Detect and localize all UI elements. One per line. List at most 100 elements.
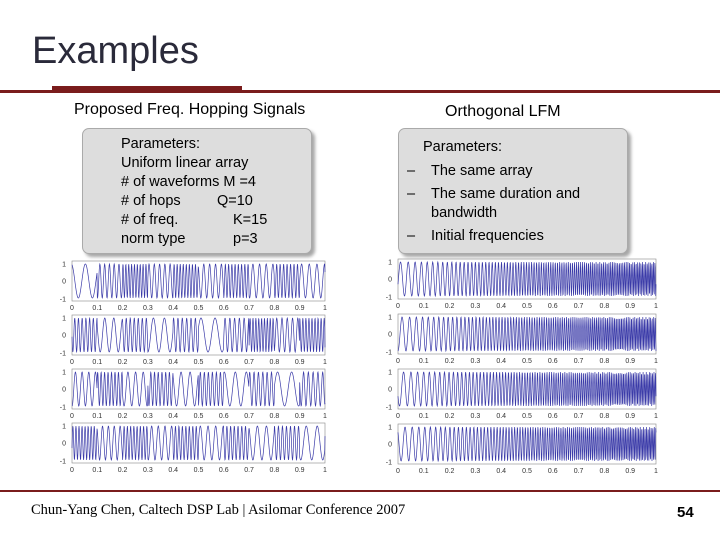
bullet-text: Initial frequencies (431, 228, 544, 244)
x-tick-label: 0.5 (522, 468, 532, 475)
x-tick-label: 0.3 (471, 358, 481, 365)
x-tick-label: 0.4 (496, 468, 506, 475)
x-tick-label: 0.3 (143, 413, 153, 420)
x-tick-label: 1 (323, 305, 327, 312)
y-tick-label: -1 (386, 295, 392, 302)
waveform-trace (71, 262, 326, 300)
x-tick-label: 0.1 (419, 303, 429, 310)
y-tick-label: 1 (388, 315, 392, 322)
x-tick-label: 0 (396, 303, 400, 310)
x-tick-label: 0.8 (600, 303, 610, 310)
x-tick-label: 0.4 (168, 359, 178, 366)
param-name: norm type (121, 231, 186, 247)
x-tick-label: 0.5 (522, 358, 532, 365)
subplot-frame (71, 260, 326, 302)
x-tick-label: 0.9 (625, 468, 635, 475)
x-tick-label: 0 (396, 358, 400, 365)
waveform-trace (71, 316, 326, 354)
x-tick-label: 0.9 (625, 358, 635, 365)
bullet-dash: – (407, 186, 416, 202)
right-parameters-box: Parameters: – The same array – The same … (398, 128, 628, 254)
x-tick-label: 0.5 (522, 303, 532, 310)
subplot-frame (71, 368, 326, 410)
waveform-trace (397, 260, 657, 298)
x-tick-label: 0.9 (295, 467, 305, 473)
y-tick-label: 1 (388, 425, 392, 432)
y-tick-label: 1 (62, 370, 66, 377)
y-tick-label: 1 (62, 424, 66, 431)
y-tick-label: -1 (60, 459, 66, 466)
waveform-trace (397, 315, 657, 353)
y-tick-label: -1 (60, 351, 66, 358)
y-tick-label: 0 (62, 441, 66, 448)
page-number: 54 (677, 504, 694, 521)
x-tick-label: 0.4 (496, 413, 506, 420)
param-value: Q=10 (217, 193, 253, 209)
x-tick-label: 0.7 (244, 467, 254, 473)
x-tick-label: 0.5 (194, 359, 204, 366)
x-tick-label: 0.8 (600, 468, 610, 475)
x-tick-label: 0 (70, 359, 74, 366)
left-parameters-label: Parameters: (121, 136, 200, 152)
param-value: K=15 (233, 212, 268, 228)
y-tick-label: -1 (386, 350, 392, 357)
x-tick-label: 0.6 (548, 303, 558, 310)
waveform-subplot: 1 0 -1 0 0.1 0.2 0.3 0.4 0.5 0.6 0.7 0.8 0.9 1 (60, 422, 327, 473)
y-tick-label: -1 (386, 405, 392, 412)
x-tick-label: 0.7 (574, 468, 584, 475)
hopping-signal-plots: 1 0 -1 0 0.1 0.2 0.3 0.4 0.5 0.6 0.7 0.8 0.9 1 1 0 -1 0 0.… (58, 255, 333, 473)
right-parameters-label: Parameters: (423, 139, 502, 155)
x-tick-label: 0.1 (92, 467, 102, 473)
waveform-trace (71, 424, 326, 462)
x-tick-label: 0.3 (471, 303, 481, 310)
x-tick-label: 0.1 (92, 305, 102, 312)
x-tick-label: 1 (654, 358, 658, 365)
x-tick-label: 0.1 (92, 359, 102, 366)
param-row: # of hops Q=10 (121, 192, 301, 211)
x-tick-label: 0.8 (270, 467, 280, 473)
x-tick-label: 0.6 (219, 467, 229, 473)
param-value: p=3 (233, 231, 258, 247)
y-tick-label: 0 (388, 277, 392, 284)
x-tick-label: 0.2 (118, 467, 128, 473)
param-name: # of freq. (121, 212, 179, 228)
lfm-waveform-stack: 10-10 0.1 0.2 0.3 0.4 0.5 0.6 0.7 0.8 0.9 110-10 0.… (386, 258, 658, 475)
x-tick-label: 0.5 (194, 413, 204, 420)
y-tick-label: 0 (388, 442, 392, 449)
x-tick-label: 1 (654, 413, 658, 420)
x-tick-label: 0.3 (471, 413, 481, 420)
x-tick-label: 0.1 (419, 468, 429, 475)
x-tick-label: 0.2 (118, 305, 128, 312)
x-tick-label: 0.7 (574, 413, 584, 420)
y-tick-label: 1 (388, 260, 392, 267)
y-tick-label: -1 (60, 405, 66, 412)
x-tick-label: 0.6 (548, 358, 558, 365)
x-tick-label: 0.3 (143, 305, 153, 312)
footer-citation: Chun-Yang Chen, Caltech DSP Lab | Asilom… (31, 502, 406, 518)
waveform-trace (397, 425, 657, 463)
x-tick-label: 1 (654, 468, 658, 475)
waveform-subplot: 1 0 -1 0 0.1 0.2 0.3 0.4 0.5 0.6 0.7 0.8 0.9 1 (386, 368, 658, 420)
param-row: # of freq. K=15 (121, 211, 301, 230)
x-tick-label: 0.2 (445, 358, 455, 365)
x-tick-label: 1 (323, 359, 327, 366)
x-tick-label: 0.1 (92, 413, 102, 420)
param-row: # of waveforms M =4 (121, 173, 301, 192)
subplot-frame (397, 423, 657, 465)
x-tick-label: 1 (654, 303, 658, 310)
bullet-dash: – (407, 163, 416, 179)
subplot-frame (397, 313, 657, 355)
param-row: norm type p=3 (121, 230, 301, 249)
x-tick-label: 0.3 (143, 359, 153, 366)
x-tick-label: 0.5 (522, 413, 532, 420)
x-tick-label: 0.4 (168, 305, 178, 312)
left-parameters-box: Parameters: Uniform linear array # of wa… (82, 128, 312, 254)
x-tick-label: 0.6 (219, 359, 229, 366)
slide-title: Examples (32, 30, 199, 72)
x-tick-label: 0.9 (625, 303, 635, 310)
param-name: Uniform linear array (121, 155, 249, 171)
x-tick-label: 0.8 (270, 305, 280, 312)
subplot-frame (397, 258, 657, 300)
x-tick-label: 0.2 (118, 413, 128, 420)
y-tick-label: 1 (62, 316, 66, 323)
